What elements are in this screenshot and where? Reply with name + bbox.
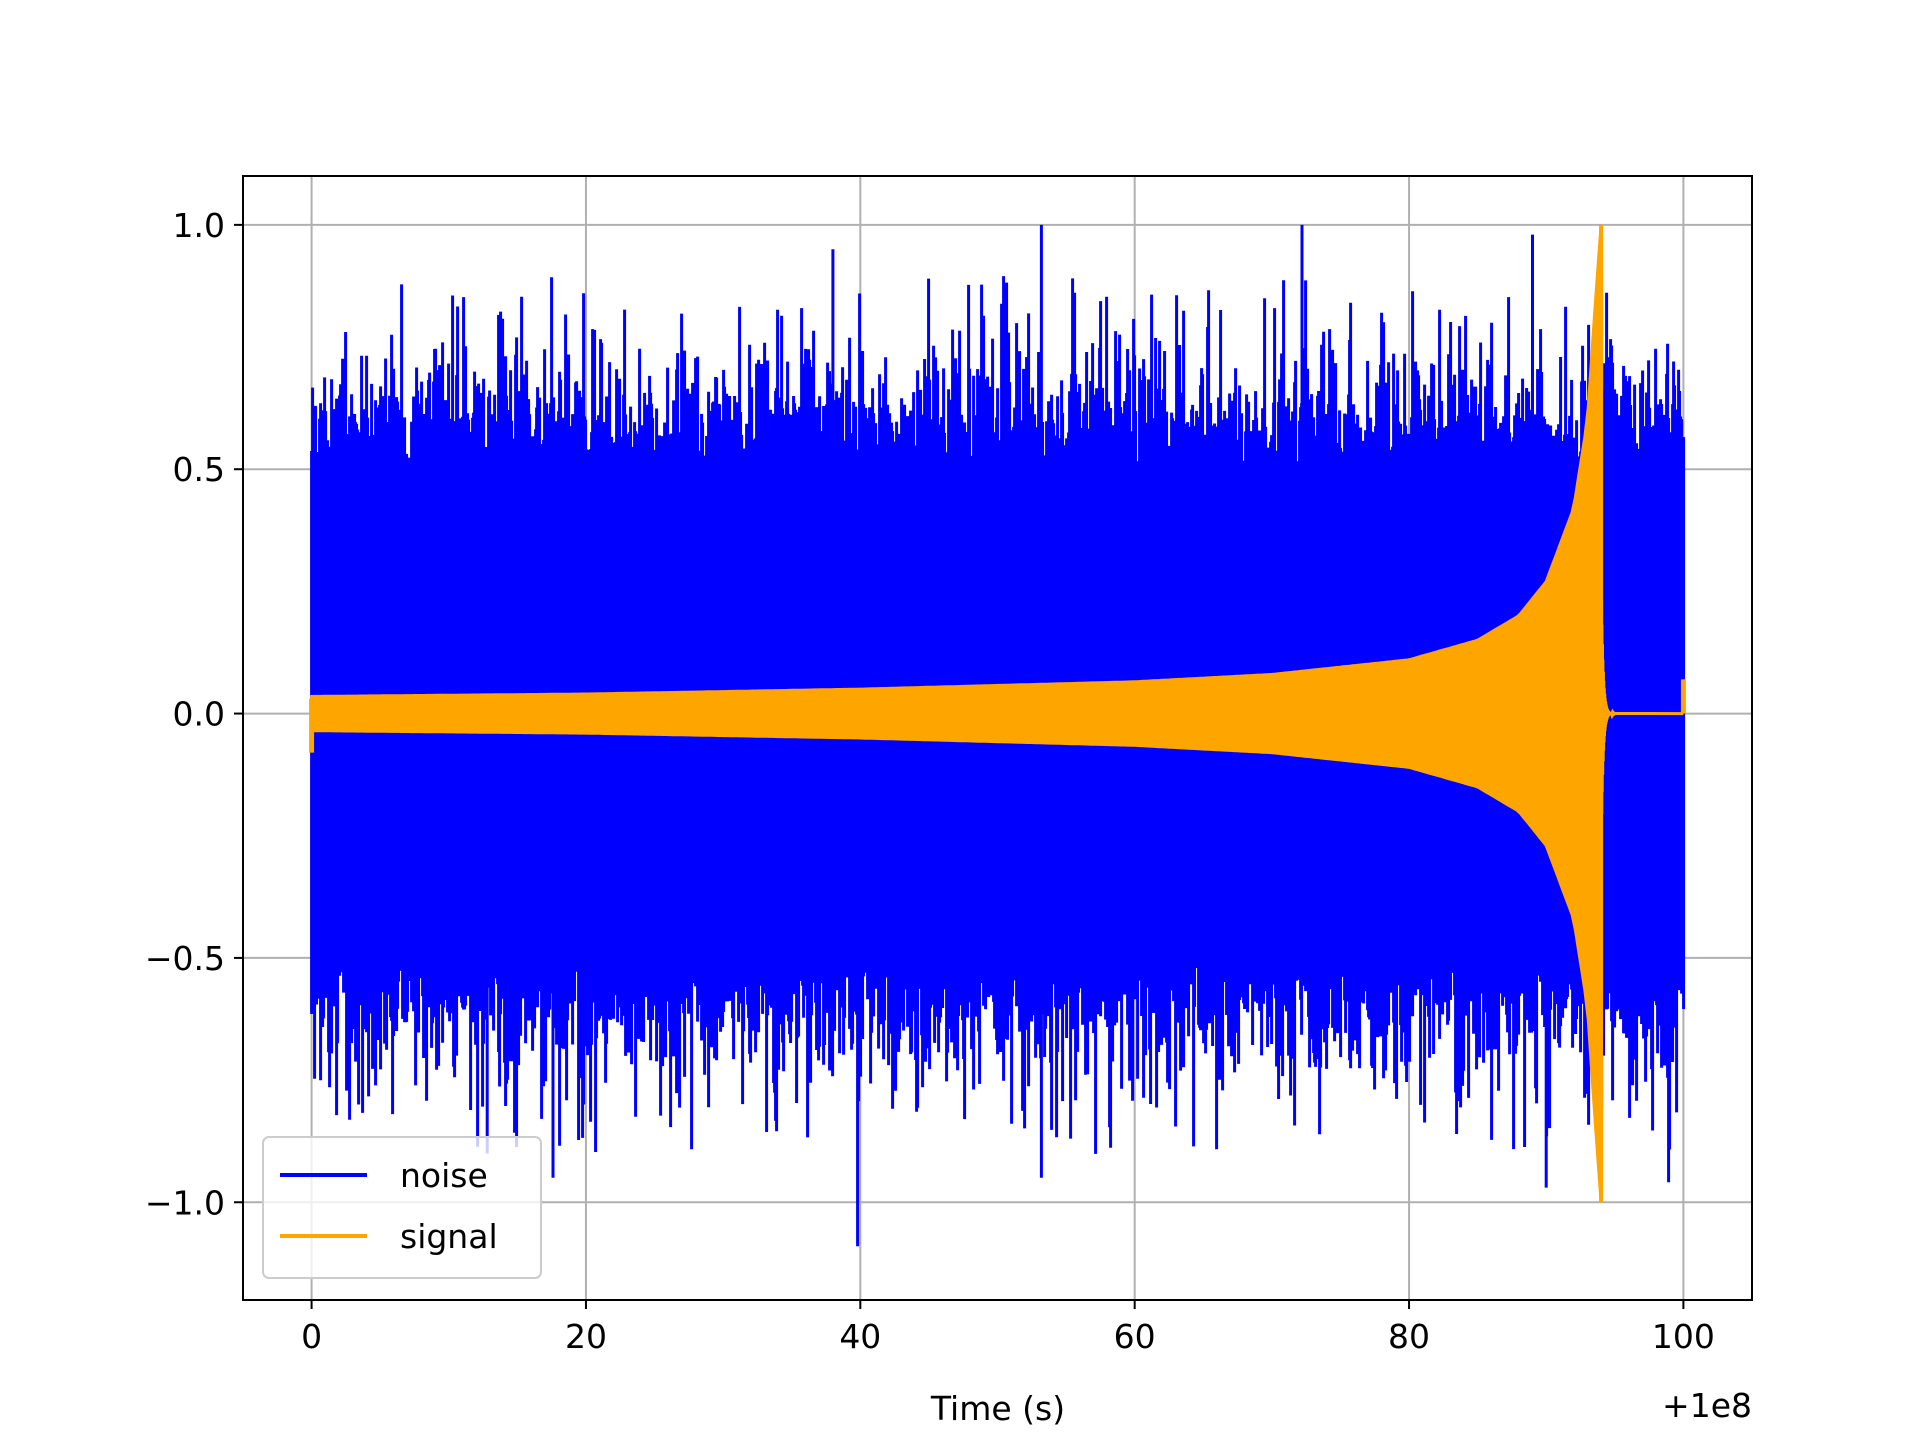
- x-tick-label: 20: [565, 1317, 607, 1356]
- x-tick-label: 100: [1652, 1317, 1715, 1356]
- y-tick-label: −1.0: [145, 1183, 225, 1222]
- y-tick-label: 1.0: [173, 206, 225, 245]
- plot-frame: [242, 175, 1753, 1301]
- y-tick-label: 0.0: [173, 695, 225, 734]
- axis-ticks: 0 20 40 60 80 100 −1.0 −0.5 0.0 0.5 1.0: [145, 206, 1715, 1356]
- x-axis-title: Time (s): [930, 1389, 1065, 1428]
- x-tick-label: 80: [1388, 1317, 1430, 1356]
- legend-signal-label: signal: [400, 1217, 498, 1256]
- x-tick-label: 40: [839, 1317, 881, 1356]
- signal-series-line: [309, 224, 1686, 1203]
- x-tick-label: 0: [301, 1317, 322, 1356]
- signal-chirp-envelope: [310, 224, 1603, 1203]
- x-tick-label: 60: [1114, 1317, 1156, 1356]
- legend: noise signal: [262, 1136, 542, 1279]
- y-tick-label: −0.5: [145, 939, 225, 978]
- legend-noise-label: noise: [400, 1156, 488, 1195]
- y-tick-label: 0.5: [173, 450, 225, 489]
- legend-box: [262, 1136, 542, 1279]
- x-axis-offset-label: +1e8: [1662, 1386, 1752, 1425]
- signal-ringdown: [1599, 599, 1684, 843]
